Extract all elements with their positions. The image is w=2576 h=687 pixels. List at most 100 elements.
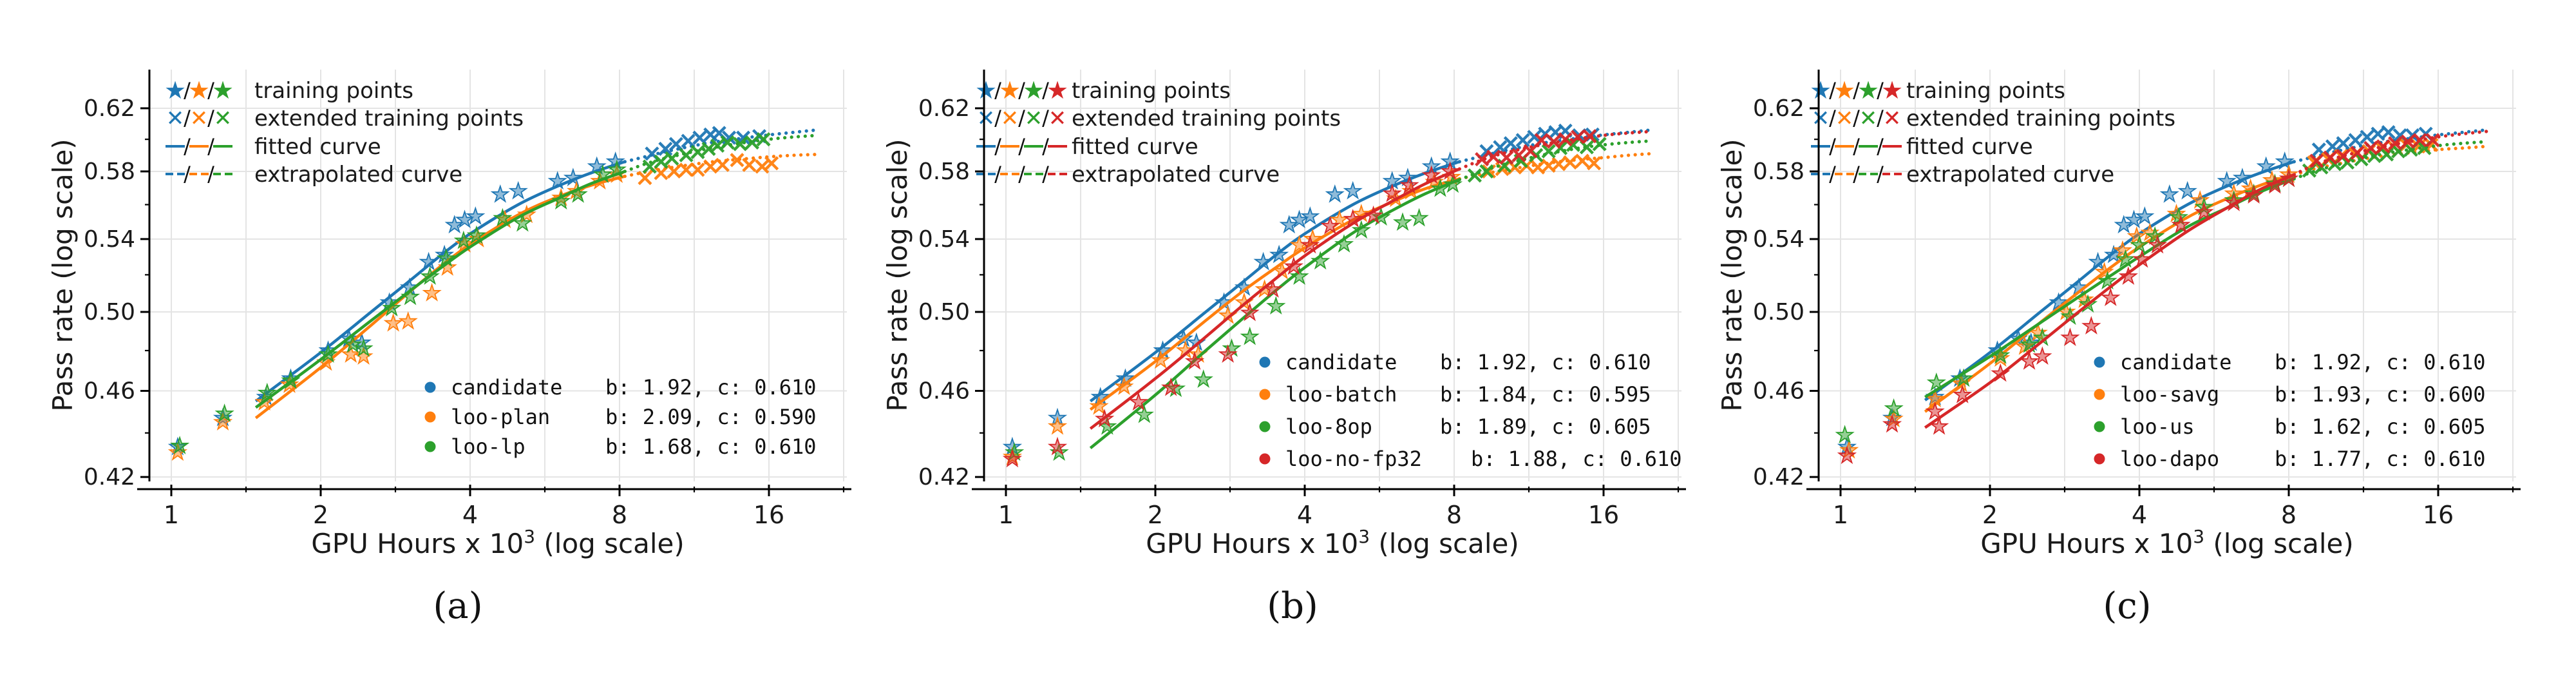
- y-tick-label: 0.54: [918, 226, 970, 253]
- legend-slash-separator: /: [207, 78, 214, 102]
- training-point-marker: [2101, 287, 2121, 306]
- training-point-marker: [422, 283, 442, 302]
- marker-legend: ★/★/★/★ training points✕/✕/✕/✕ extended tr…: [975, 76, 1341, 188]
- extended-point-marker: [2376, 139, 2391, 154]
- x-tick-label: 4: [1297, 501, 1312, 529]
- extended-point-marker: [1523, 144, 1538, 159]
- x-tick-label: 2: [1982, 501, 1998, 529]
- legend-label: training points: [254, 78, 413, 104]
- series-dot-icon: [2094, 389, 2105, 400]
- extended-point-marker: [715, 157, 730, 172]
- legend-slash-separator: /: [184, 134, 191, 159]
- training-point-marker: [1311, 251, 1331, 270]
- extended-point-marker: [2363, 140, 2378, 155]
- extended-point-marker: [667, 164, 681, 179]
- x-tick-label: 1: [164, 501, 179, 529]
- training-point-marker: [568, 184, 588, 203]
- x-axis-label: GPU Hours x 103 (log scale): [311, 526, 685, 559]
- legend-x-icon: ✕: [190, 106, 209, 131]
- caption-b: (b): [1267, 585, 1318, 627]
- training-point-marker: [2168, 207, 2189, 226]
- training-point-marker: [2190, 190, 2210, 209]
- subplot-c: ★/★/★/★ training points✕/✕/✕/✕ extended tr…: [1716, 70, 2521, 559]
- extended-point-marker: [756, 132, 771, 147]
- x-tick-label: 2: [313, 501, 328, 529]
- legend-slash-separator: /: [1042, 134, 1049, 159]
- training-point-marker: [1134, 404, 1154, 423]
- training-point-marker: [453, 230, 473, 249]
- training-point-marker: [1440, 161, 1460, 180]
- training-point-marker: [1392, 212, 1413, 231]
- y-tick-label: 0.58: [918, 159, 970, 185]
- x-axis-label: GPU Hours x 103 (log scale): [1980, 526, 2354, 559]
- training-point-marker: [2114, 215, 2134, 234]
- legend-slash-separator: /: [1018, 78, 1025, 102]
- extended-point-marker: [701, 141, 716, 156]
- training-point-marker: [383, 313, 403, 332]
- y-tick-label: 0.62: [1753, 95, 1804, 122]
- series-name: loo-dapo: [2120, 447, 2219, 471]
- y-tick-label: 0.42: [84, 464, 135, 490]
- subplot-a: ★/★/★ training points✕/✕/✕ extended traini…: [47, 70, 851, 559]
- training-point-marker: [420, 266, 440, 285]
- y-tick-label: 0.50: [918, 299, 970, 325]
- y-tick-label: 0.42: [918, 464, 970, 490]
- extended-point-marker: [1558, 132, 1573, 147]
- extended-point-marker: [2323, 150, 2338, 165]
- legend-star-icon: ★: [1881, 76, 1903, 104]
- series-name: loo-savg: [2120, 382, 2219, 407]
- training-point-marker: [1002, 449, 1023, 468]
- caption-c: (c): [2103, 585, 2152, 627]
- training-point-marker: [2244, 185, 2264, 204]
- series-fit-stats: b: 1.93, c: 0.600: [2275, 382, 2486, 407]
- extended-point-marker: [2336, 136, 2351, 151]
- training-point-marker: [1409, 208, 1429, 227]
- training-point-marker: [513, 213, 533, 232]
- training-point-marker: [1089, 396, 1109, 415]
- extended-point-marker: [710, 138, 725, 153]
- series-name: loo-plan: [451, 405, 550, 429]
- training-point-marker: [1421, 165, 1441, 184]
- subplot-b: ★/★/★/★ training points✕/✕/✕/✕ extended tr…: [882, 70, 1686, 559]
- training-point-marker: [1443, 174, 1463, 193]
- training-point-marker: [2019, 334, 2040, 353]
- legend-label: fitted curve: [254, 134, 381, 160]
- fitted-curve: [254, 175, 625, 420]
- extended-point-marker: [730, 153, 744, 168]
- training-point-marker: [2232, 168, 2253, 187]
- training-point-marker: [2256, 156, 2276, 175]
- training-point-marker: [281, 370, 301, 389]
- extended-point-marker: [1467, 168, 1482, 183]
- series-dot-icon: [1259, 389, 1271, 400]
- series-dot-icon: [424, 411, 436, 423]
- training-point-marker: [493, 208, 513, 227]
- series-fit-stats: b: 1.84, c: 0.595: [1440, 382, 1651, 407]
- training-point-marker: [2060, 327, 2080, 347]
- extended-point-marker: [742, 157, 757, 172]
- series-name: loo-8op: [1285, 414, 1372, 439]
- extended-point-marker: [679, 148, 694, 162]
- legend-slash-separator: /: [1042, 106, 1049, 130]
- training-point-marker: [466, 206, 486, 225]
- y-tick-label: 0.62: [84, 95, 135, 122]
- extended-point-marker: [733, 137, 748, 151]
- legend-label: fitted curve: [1072, 134, 1198, 160]
- training-point-marker: [2224, 193, 2244, 211]
- extended-point-marker: [1531, 160, 1546, 175]
- fitted-curve: [1924, 160, 2295, 402]
- training-point-marker: [490, 184, 510, 203]
- legend-slash-separator: /: [994, 162, 1001, 186]
- extended-point-marker: [665, 151, 679, 166]
- extrapolated-curve: [1457, 151, 1654, 180]
- extrapolated-curve: [1457, 139, 1654, 182]
- x-tick-label: 16: [1588, 501, 1619, 529]
- extended-point-marker: [1479, 164, 1494, 179]
- training-point-marker: [547, 171, 567, 190]
- legend-x-icon: ✕: [1835, 106, 1854, 131]
- training-point-marker: [2126, 226, 2146, 245]
- training-point-marker: [341, 344, 361, 363]
- series-loo-dapo: [1837, 130, 2488, 465]
- y-tick-label: 0.62: [918, 95, 970, 122]
- training-point-marker: [587, 156, 607, 175]
- training-point-marker: [1289, 266, 1309, 285]
